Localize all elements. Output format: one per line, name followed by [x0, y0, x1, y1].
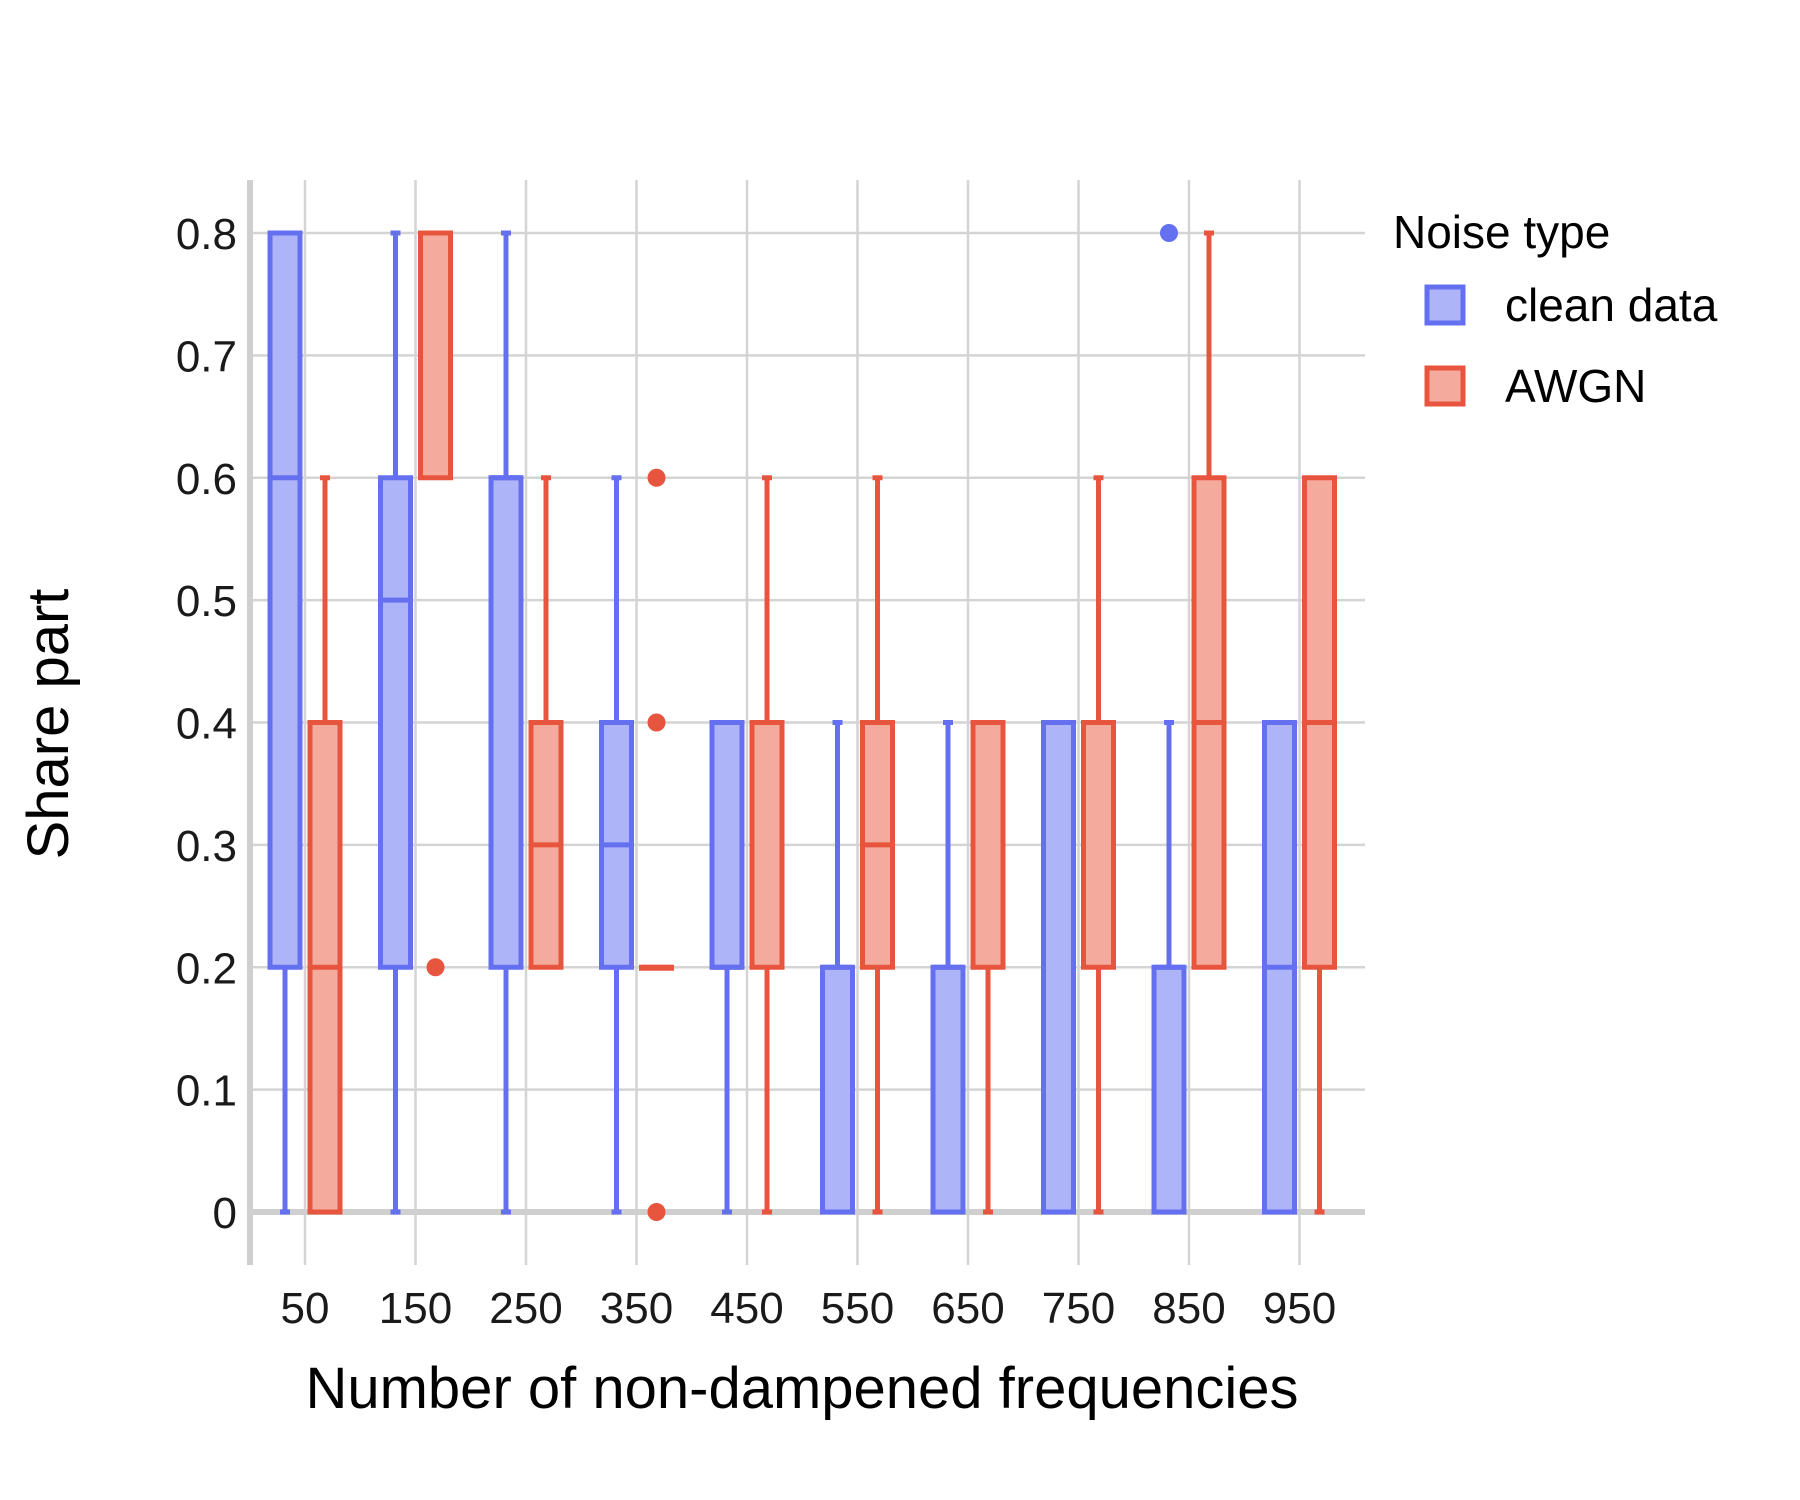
y-tick-labels: 0 0.1 0.2 0.3 0.4 0.5 0.6 0.7 0.8	[176, 210, 237, 1238]
x-tick-label: 350	[600, 1284, 673, 1333]
box-clean-data-250	[488, 230, 524, 1215]
box-awgn-850	[1191, 230, 1227, 970]
box-clean-data-750	[1041, 720, 1076, 1215]
x-tick-label: 50	[281, 1284, 330, 1333]
x-axis-title: Number of non-dampened frequencies	[305, 1356, 1298, 1421]
y-tick-label: 0.3	[176, 822, 237, 871]
x-tick-label: 450	[710, 1284, 783, 1333]
iqr-box	[820, 964, 855, 1215]
iqr-box	[378, 475, 413, 970]
x-tick-label: 650	[931, 1284, 1004, 1333]
outlier-point	[426, 958, 445, 977]
iqr-box	[488, 475, 524, 970]
x-tick-label: 550	[821, 1284, 894, 1333]
box-awgn-450	[749, 475, 785, 1215]
y-tick-label: 0.7	[176, 332, 237, 381]
legend-swatch-clean-data	[1424, 284, 1466, 326]
x-tick-label: 750	[1042, 1284, 1115, 1333]
legend-swatch-awgn	[1424, 365, 1466, 407]
y-tick-label: 0	[213, 1189, 237, 1238]
legend-title: Noise type	[1393, 206, 1610, 258]
x-tick-labels: 50 150 250 350 450 550 650 750 850 950	[281, 1284, 1337, 1333]
iqr-box	[930, 964, 966, 1215]
box-clean-data-350	[599, 475, 634, 1215]
box-clean-data-150	[378, 230, 413, 1215]
box-series	[267, 224, 1337, 1221]
box-awgn-250	[528, 475, 564, 970]
box-clean-data-950	[1262, 720, 1297, 1215]
legend-label-awgn: AWGN	[1505, 360, 1646, 412]
iqr-box	[970, 720, 1006, 970]
iqr-box	[1151, 964, 1187, 1215]
box-awgn-50	[307, 475, 343, 1215]
x-tick-label: 250	[489, 1284, 562, 1333]
outlier-point	[647, 468, 666, 487]
iqr-box	[709, 720, 745, 970]
box-awgn-950	[1302, 475, 1337, 1215]
box-awgn-150	[418, 230, 453, 977]
legend-label-clean-data: clean data	[1505, 279, 1718, 331]
legend: Noise type clean data AWGN	[1393, 206, 1718, 412]
iqr-box	[1081, 720, 1116, 970]
x-tick-label: 150	[379, 1284, 452, 1333]
box-clean-data-850	[1151, 224, 1187, 1215]
outlier-point	[1160, 224, 1178, 242]
y-tick-label: 0.8	[176, 210, 237, 259]
outlier-point	[647, 1203, 666, 1221]
y-tick-label: 0.4	[176, 700, 237, 749]
box-awgn-550	[860, 475, 895, 1215]
iqr-box	[1041, 720, 1076, 1215]
y-tick-label: 0.2	[176, 944, 237, 993]
box-clean-data-450	[709, 720, 745, 1215]
iqr-box	[418, 230, 453, 481]
iqr-box	[749, 720, 785, 970]
y-axis-title: Share part	[16, 589, 81, 860]
box-clean-data-550	[820, 720, 855, 1215]
box-awgn-750	[1081, 475, 1116, 1215]
x-tick-label: 850	[1152, 1284, 1225, 1333]
y-tick-label: 0.5	[176, 577, 237, 626]
grid-lines	[250, 180, 1365, 1265]
box-awgn-650	[970, 720, 1006, 1215]
y-tick-label: 0.6	[176, 455, 237, 504]
iqr-box	[267, 230, 303, 970]
y-tick-label: 0.1	[176, 1067, 237, 1116]
x-tick-label: 950	[1263, 1284, 1336, 1333]
box-clean-data-650	[930, 720, 966, 1215]
box-awgn-350	[639, 468, 674, 1221]
outlier-point	[647, 713, 666, 732]
box-clean-data-50	[267, 230, 303, 1215]
